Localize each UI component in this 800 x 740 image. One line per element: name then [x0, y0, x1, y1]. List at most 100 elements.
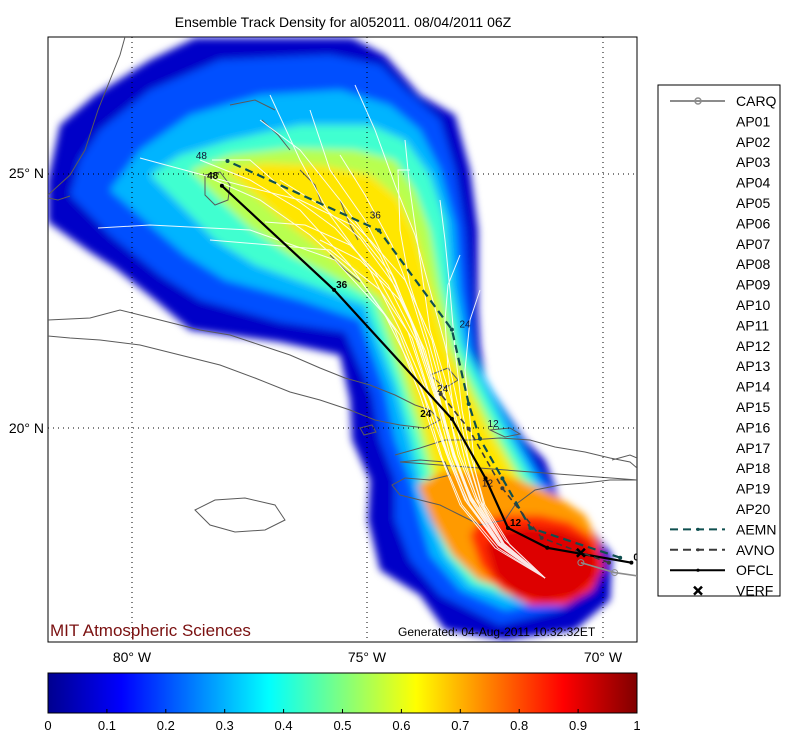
legend-item-ap18: AP18 — [736, 460, 770, 476]
legend-item-ap09: AP09 — [736, 277, 770, 293]
ofcl-hour-label: 0 — [633, 553, 639, 564]
legend-label: AP17 — [736, 440, 770, 456]
legend-item-ap14: AP14 — [736, 379, 770, 395]
coast-puerto-rico — [611, 454, 637, 461]
avno-point — [539, 535, 544, 540]
legend-item-ap12: AP12 — [736, 338, 770, 354]
legend-label: AP05 — [736, 195, 770, 211]
legend-item-ap06: AP06 — [736, 215, 770, 231]
coast-haiti-island — [488, 427, 522, 438]
legend-label: AP04 — [736, 175, 770, 191]
legend-item-ap01: AP01 — [736, 113, 770, 129]
legend-label: AP08 — [736, 256, 770, 272]
ofcl-hour-label: 36 — [336, 280, 348, 291]
legend-item-ap13: AP13 — [736, 358, 770, 374]
colorbar-tick-label: 0.8 — [510, 718, 528, 733]
colorbar-tick-label: 0.1 — [98, 718, 116, 733]
ofcl-hour-label: 48 — [207, 171, 219, 182]
model-tracks — [219, 158, 651, 581]
aemn-point — [466, 401, 471, 406]
coast-hispaniola — [391, 437, 637, 526]
aemn-point — [477, 436, 482, 441]
aemn-hour-label: 36 — [370, 210, 382, 221]
legend-label: AP19 — [736, 481, 770, 497]
legend-label: AP07 — [736, 236, 770, 252]
ofcl-hour-label: 12 — [510, 518, 522, 529]
density-heatmap — [48, 38, 612, 640]
colorbar — [47, 672, 638, 714]
y-tick-label: 20° N — [9, 420, 44, 436]
legend-label: AP09 — [736, 277, 770, 293]
y-tick-labels: 25° N 20° N — [9, 165, 44, 436]
legend-label: AP10 — [736, 297, 770, 313]
x-tick-label: 70° W — [584, 649, 623, 665]
ofcl-point — [629, 560, 634, 565]
ensemble-track — [464, 289, 546, 579]
graticule — [48, 37, 637, 642]
ofcl-point — [545, 545, 550, 550]
legend-item-ap07: AP07 — [736, 236, 770, 252]
carq-track — [580, 561, 637, 577]
ensemble-tracks — [97, 84, 546, 579]
aemn-point — [376, 228, 381, 233]
aemn-hour-label: 12 — [488, 419, 500, 430]
colorbar-tick-label: 1 — [633, 718, 640, 733]
x-tick-label: 80° W — [113, 649, 152, 665]
ofcl-point — [505, 525, 510, 530]
ofcl-hour-label: 24 — [420, 409, 432, 420]
ofcl-point — [332, 287, 337, 292]
aemn-track — [227, 159, 621, 559]
legend-label: AP06 — [736, 215, 770, 231]
x-tick-labels: 80° W 75° W 70° W — [113, 649, 623, 665]
legend: CARQ AP01 AP02 AP03 AP04 AP05 AP06 AP07 AP08 AP09… — [670, 93, 777, 599]
avno-point — [466, 426, 471, 431]
carq-point — [645, 575, 651, 581]
legend-label: AP03 — [736, 154, 770, 170]
legend-item-ap19: AP19 — [736, 481, 770, 497]
avno-point — [606, 560, 611, 565]
legend-item-avno: AVNO — [670, 542, 775, 558]
legend-label: AP01 — [736, 113, 770, 129]
avno-point — [438, 392, 443, 397]
colorbar-tick-label: 0.7 — [451, 718, 469, 733]
aemn-hour-label: 24 — [459, 320, 471, 331]
avno-hour-label: 24 — [437, 384, 449, 395]
aemn-point — [528, 525, 533, 530]
colorbar-ticks: 0 0.1 0.2 0.3 0.4 0.5 0.6 0.7 0.8 0.9 1 — [44, 709, 641, 733]
aemn-point — [449, 327, 454, 332]
legend-item-ap05: AP05 — [736, 195, 770, 211]
y-tick-label: 25° N — [9, 165, 44, 181]
ensemble-track — [309, 109, 546, 579]
ensemble-track — [209, 177, 546, 579]
ofcl-point — [483, 476, 488, 481]
coast-andros — [204, 171, 231, 206]
aemn-point — [618, 555, 623, 560]
colorbar-tick-label: 0 — [44, 718, 51, 733]
legend-label: AP11 — [736, 317, 769, 333]
coast-florida-keys — [48, 195, 71, 201]
legend-label: AP13 — [736, 358, 770, 374]
legend-label: OFCL — [736, 562, 774, 578]
coast-florida — [48, 37, 126, 196]
ofcl-point — [219, 183, 224, 188]
legend-label: AVNO — [736, 542, 775, 558]
legend-item-verf: VERF — [693, 583, 773, 599]
legend-item-ofcl: OFCL — [670, 562, 774, 578]
legend-label: AEMN — [736, 521, 776, 537]
aemn-point — [500, 476, 505, 481]
ensemble-track — [259, 119, 546, 579]
legend-item-ap11: AP11 — [736, 317, 769, 333]
avno-hour-label: 12 — [482, 478, 494, 489]
aemn-point — [225, 158, 230, 163]
aemn-hour-label: 48 — [196, 151, 208, 162]
generated-timestamp: Generated: 04-Aug-2011 10:32:32ET — [398, 625, 596, 639]
carq-point — [611, 569, 619, 577]
legend-item-ap17: AP17 — [736, 440, 770, 456]
legend-item-ap02: AP02 — [736, 134, 770, 150]
verf-marker — [576, 547, 586, 558]
ensemble-track — [264, 221, 546, 579]
legend-label: AP14 — [736, 379, 770, 395]
map-content: 0 12 24 36 48 12 24 36 48 12 24 — [48, 37, 651, 642]
